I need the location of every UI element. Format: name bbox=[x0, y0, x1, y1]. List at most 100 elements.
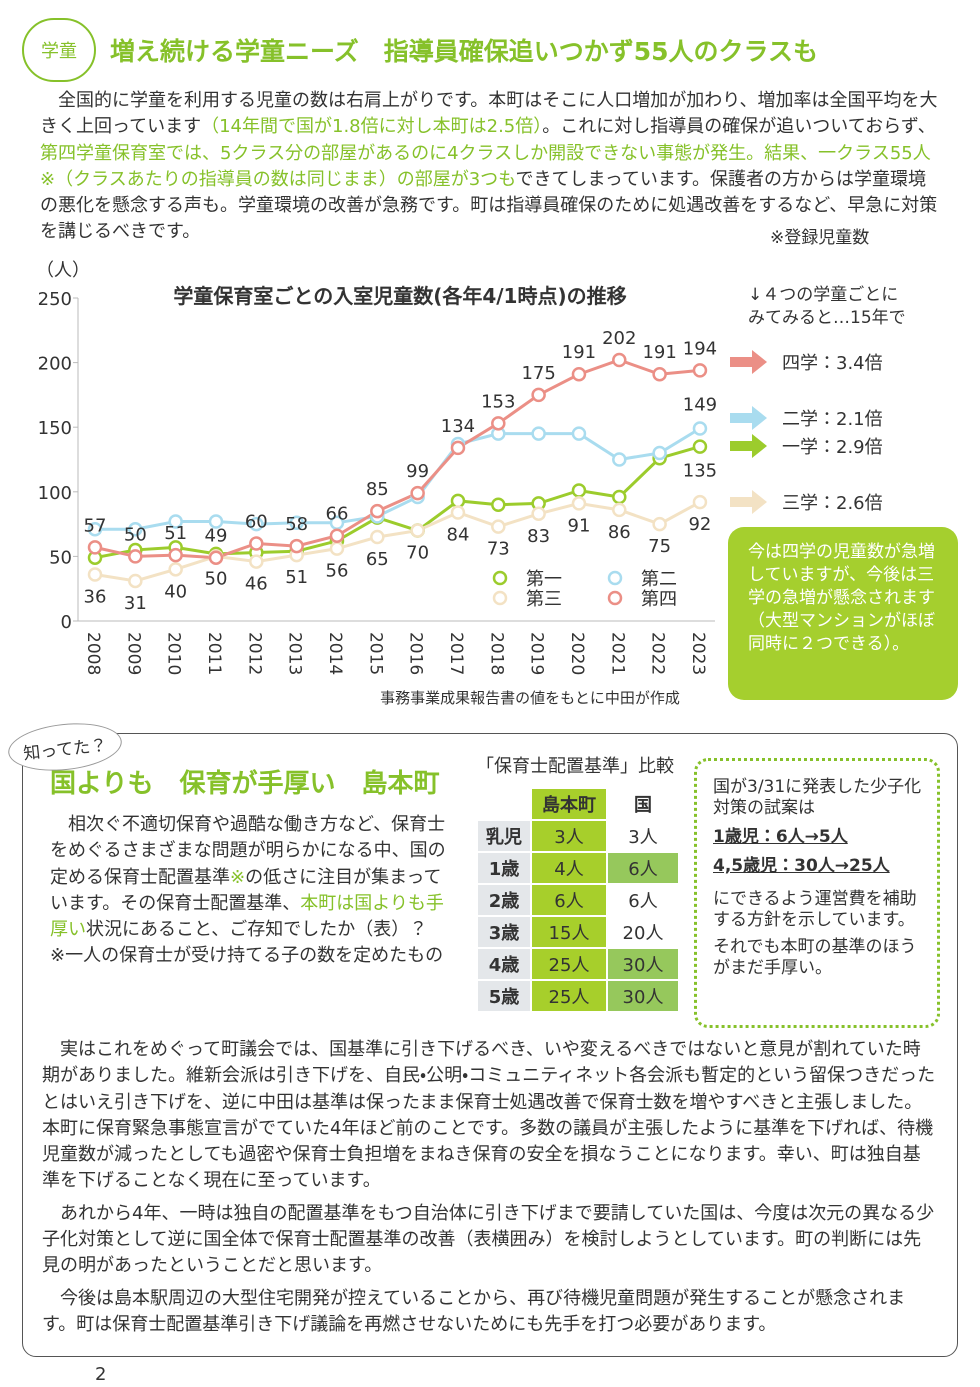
table-cell: 2歳 bbox=[476, 883, 532, 917]
y-tick-label: 100 bbox=[38, 483, 72, 504]
chart-comment: 今は四学の児童数が急増していますが、今後は三学の急増が懸念されます（大型マンショ… bbox=[728, 527, 958, 700]
text-segment: 相次ぐ不適切保育や過酷な働き方など、保育士をめぐるさまざまな問題が明らかになる中… bbox=[50, 814, 446, 888]
ratio-arrow bbox=[730, 350, 767, 374]
y-tick-label: 200 bbox=[38, 354, 72, 375]
section-body: 相次ぐ不適切保育や過酷な働き方など、保育士をめぐるさまざまな問題が明らかになる中… bbox=[50, 812, 446, 970]
point bbox=[289, 515, 304, 531]
point bbox=[128, 573, 143, 589]
point bbox=[168, 547, 183, 563]
paragraph: あれから4年、一時は独自の配置基準をもつ自治体に引き下げまで要請していた国は、今… bbox=[42, 1202, 935, 1277]
point bbox=[370, 529, 385, 545]
data-label: 46 bbox=[245, 574, 268, 595]
point bbox=[491, 416, 506, 431]
point bbox=[208, 514, 224, 529]
data-label: 60 bbox=[245, 511, 268, 532]
body-text: 相次ぐ不適切保育や過酷な働き方など、保育士をめぐるさまざまな問題が明らかになる中… bbox=[50, 812, 446, 943]
table-row: 島本町国 bbox=[476, 787, 680, 821]
point bbox=[410, 523, 425, 538]
chart: （人） 学童保育室ごとの入室児童数(各年4/1時点)の推移 0 50 100 150 200… bbox=[36, 260, 883, 707]
point bbox=[571, 496, 587, 511]
header-badge: 学童 bbox=[22, 18, 96, 82]
table-cell: 25人 bbox=[530, 979, 608, 1013]
point bbox=[249, 554, 264, 569]
point bbox=[531, 506, 546, 522]
x-tick-label: 2022 bbox=[648, 632, 668, 675]
table-cell: 6人 bbox=[530, 883, 608, 917]
section-title: 国よりも 保育が手厚い 島本町 bbox=[50, 769, 440, 799]
data-label: 50 bbox=[124, 524, 147, 545]
x-tick-label: 2013 bbox=[285, 632, 305, 675]
point bbox=[652, 516, 667, 532]
data-label: 191 bbox=[562, 342, 596, 363]
x-tick-label: 2008 bbox=[83, 632, 103, 675]
y-tick-label: 150 bbox=[38, 418, 72, 439]
ratio-label: 二学：2.1倍 bbox=[782, 409, 883, 430]
data-label: 49 bbox=[205, 526, 228, 547]
intro-text: 全国的に学童を利用する児童の数は右肩上がりです。本町はそこに人口増加が加わり、増… bbox=[40, 88, 940, 246]
y-tick-label: 250 bbox=[38, 289, 72, 310]
point bbox=[450, 505, 466, 520]
table-row: 3歳 15人 20人 bbox=[476, 915, 680, 949]
data-label: 134 bbox=[441, 416, 475, 437]
data-label: 56 bbox=[326, 561, 349, 582]
data-label: 202 bbox=[602, 328, 636, 349]
x-tick-label: 2010 bbox=[164, 632, 184, 675]
legend-label: 第一 bbox=[526, 569, 562, 590]
x-tick-label: 2018 bbox=[486, 632, 506, 675]
callout-item: 4,5歳児：30人→25人 bbox=[713, 856, 890, 876]
point bbox=[531, 387, 546, 403]
data-label: 66 bbox=[326, 504, 349, 525]
paragraph: 実はこれをめぐって町議会では、国基準に引き下げるべき、いや変えるべきではないと意… bbox=[42, 1039, 936, 1192]
series-line bbox=[95, 427, 701, 531]
paragraph: 今後は島本駅周辺の大型住宅開発が控えていることから、再び待機児童問題が発生するこ… bbox=[42, 1287, 906, 1335]
chart-title: 学童保育室ごとの入室児童数(各年4/1時点)の推移 bbox=[173, 284, 626, 308]
x-tick-label: 2015 bbox=[365, 632, 385, 675]
point bbox=[491, 497, 506, 512]
table-cell: 3人 bbox=[606, 819, 680, 853]
ratio-label: 四学：3.4倍 bbox=[782, 353, 883, 374]
table-cell: 3人 bbox=[530, 819, 608, 853]
callout-outro: にできるよう運営費を補助する方針を示しています。 bbox=[713, 889, 917, 930]
point bbox=[612, 489, 627, 505]
data-label: 75 bbox=[648, 536, 671, 557]
data-label: 73 bbox=[487, 539, 510, 560]
ratio-arrow bbox=[730, 490, 767, 514]
point bbox=[652, 445, 667, 461]
y-axis-label: （人） bbox=[36, 260, 90, 281]
point bbox=[491, 519, 506, 534]
y-tick-label: 50 bbox=[49, 547, 72, 568]
point bbox=[612, 452, 627, 467]
chart-annotation: ↓４つの学童ごとに みてみると…15年で bbox=[748, 285, 906, 328]
data-label: 194 bbox=[683, 338, 717, 359]
x-tick-label: 2009 bbox=[123, 632, 143, 675]
point bbox=[249, 536, 264, 551]
point bbox=[128, 522, 143, 537]
callout-intro: 国が3/31に発表した少子化対策の試案は bbox=[713, 777, 922, 818]
intro-note: ※登録児童数 bbox=[770, 228, 870, 248]
callout-conclusion: それでも本町の基準のほうがまだ手厚い。 bbox=[713, 937, 917, 978]
point bbox=[289, 538, 304, 554]
data-label: 191 bbox=[642, 342, 676, 363]
data-label: 135 bbox=[683, 461, 717, 482]
point bbox=[692, 363, 708, 378]
series-line bbox=[94, 358, 701, 560]
data-label: 57 bbox=[84, 515, 107, 536]
point bbox=[410, 485, 425, 501]
point bbox=[571, 483, 587, 498]
point bbox=[208, 550, 224, 565]
point bbox=[692, 494, 708, 510]
x-tick-label: 2019 bbox=[527, 632, 547, 675]
text-segment: （14年間で国が1.8倍に対し本町は2.5倍） bbox=[201, 116, 543, 138]
table-row: 乳児 3人 3人 bbox=[476, 819, 680, 853]
data-label: 36 bbox=[84, 586, 107, 607]
point bbox=[329, 528, 345, 543]
x-tick-label: 2011 bbox=[204, 632, 224, 675]
ratio-label: 一学：2.9倍 bbox=[782, 437, 883, 458]
point bbox=[692, 439, 708, 454]
callout: 国が3/31に発表した少子化対策の試案は 1歳児：6人→5人 4,5歳児：30人… bbox=[694, 758, 940, 1028]
table-row: 2歳 6人 6人 bbox=[476, 883, 680, 917]
chart-source: 事務事業成果報告書の値をもとに中田が作成 bbox=[380, 689, 680, 707]
data-label: 149 bbox=[683, 394, 717, 415]
point bbox=[450, 493, 466, 509]
